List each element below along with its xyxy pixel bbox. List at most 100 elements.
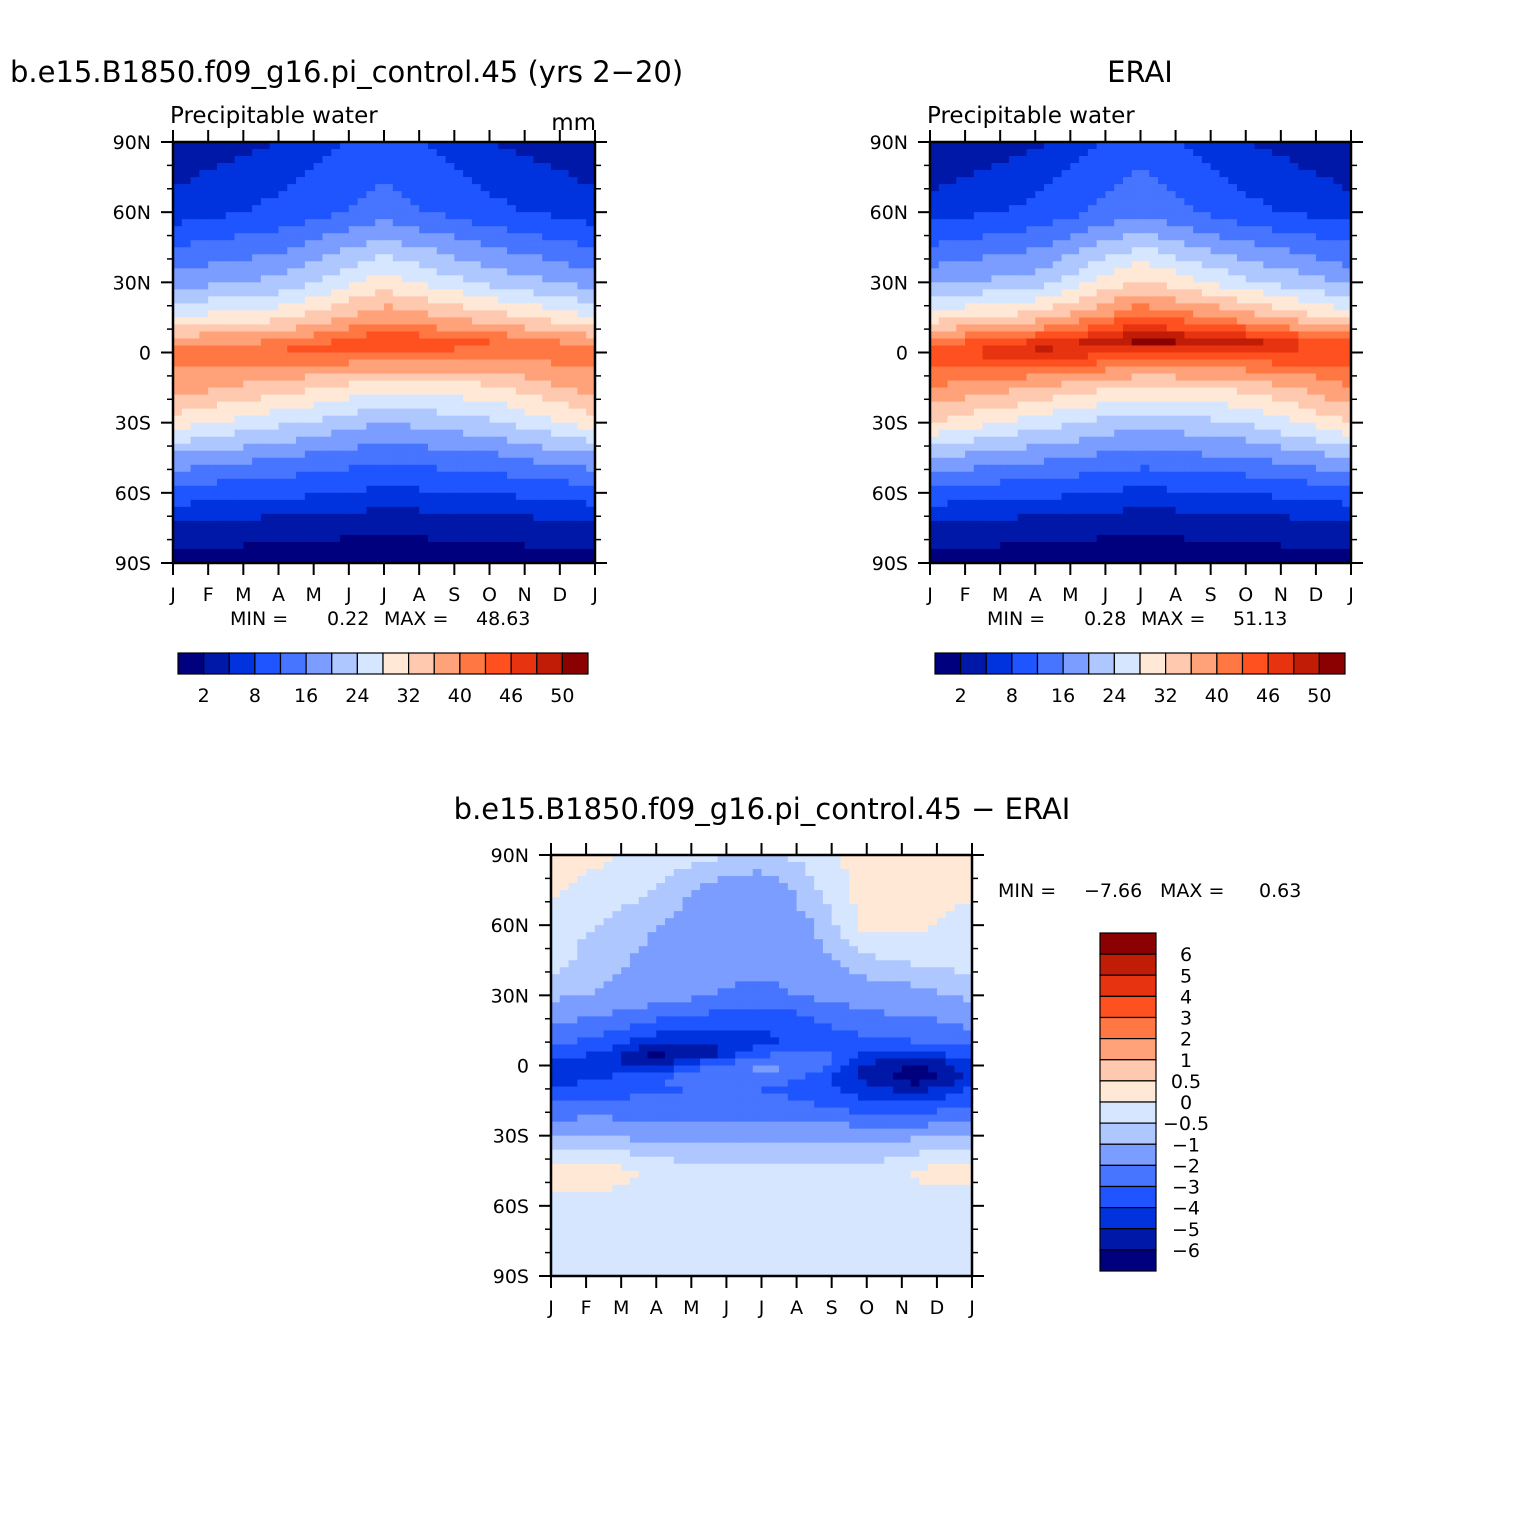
contour-cell <box>471 142 482 150</box>
contour-cell <box>489 387 499 396</box>
contour-cell <box>252 303 262 311</box>
contour-cell <box>340 261 350 269</box>
contour-cell <box>1315 373 1326 382</box>
contour-cell <box>1280 303 1291 311</box>
contour-cell <box>956 282 966 290</box>
contour-cell <box>489 170 499 178</box>
contour-cell <box>181 555 192 564</box>
contour-cell <box>260 310 271 319</box>
contour-cell <box>287 296 297 304</box>
contour-cell <box>366 177 376 185</box>
contour-cell <box>348 415 359 424</box>
contour-cell <box>260 415 271 424</box>
contour-cell <box>507 443 517 452</box>
contour-cell <box>304 394 315 403</box>
colorbar-label: 46 <box>499 685 523 707</box>
contour-cell <box>340 429 350 438</box>
colorbar-swatch <box>433 652 461 675</box>
contour-cell <box>1105 429 1115 438</box>
contour-cell <box>1087 317 1098 326</box>
contour-cell <box>313 408 324 417</box>
contour-cell <box>454 380 464 389</box>
contour-cell <box>498 408 508 417</box>
contour-cell <box>1079 324 1089 333</box>
contour-cell <box>480 520 491 529</box>
contour-cell <box>1087 296 1098 304</box>
contour-cell <box>252 394 262 403</box>
contour-cell <box>480 541 491 550</box>
contour-cell <box>1096 177 1107 185</box>
contour-cell <box>445 548 455 557</box>
contour-cell <box>190 198 200 206</box>
contour-cell <box>1228 177 1238 185</box>
contour-cell <box>1149 338 1159 347</box>
contour-cell <box>427 296 438 304</box>
contour-cell <box>384 184 394 192</box>
contour-cell <box>1236 352 1247 361</box>
contour-cell <box>173 303 183 311</box>
contour-cell <box>577 226 587 234</box>
contour-cell <box>577 219 587 227</box>
contour-cell <box>1263 170 1273 178</box>
contour-cell <box>463 506 473 515</box>
contour-cell <box>1052 296 1063 304</box>
contour-cell <box>956 387 966 396</box>
contour-cell <box>190 499 200 508</box>
contour-cell <box>1017 408 1028 417</box>
contour-cell <box>225 254 236 262</box>
contour-cell <box>1061 219 1071 227</box>
contour-cell <box>568 177 579 185</box>
contour-cell <box>287 548 297 557</box>
contour-cell <box>419 387 429 396</box>
contour-cell <box>173 184 183 192</box>
contour-cell <box>1000 359 1010 368</box>
contour-cell <box>524 261 535 269</box>
contour-cell <box>568 205 579 213</box>
contour-cell <box>1324 387 1335 396</box>
contour-cell <box>1087 268 1098 276</box>
contour-cell <box>384 149 394 157</box>
contour-cell <box>427 331 438 340</box>
contour-cell <box>471 366 482 375</box>
contour-cell <box>296 520 306 529</box>
contour-cell <box>1315 366 1326 375</box>
contour-cell <box>498 247 508 255</box>
contour-cell <box>366 527 376 536</box>
contour-cell <box>454 555 464 564</box>
contour-cell <box>965 366 975 375</box>
contour-cell <box>1131 282 1142 290</box>
contour-cell <box>586 310 596 319</box>
contour-cell <box>480 492 491 501</box>
contour-cell <box>436 548 447 557</box>
contour-cell <box>463 520 473 529</box>
contour-cell <box>216 317 227 326</box>
contour-cell <box>1184 296 1194 304</box>
contour-cell <box>331 387 341 396</box>
contour-cell <box>454 212 464 220</box>
contour-cell <box>515 191 526 199</box>
contour-cell <box>568 429 579 438</box>
contour-cell <box>577 506 587 515</box>
contour-cell <box>454 527 464 536</box>
contour-cell <box>1166 310 1177 319</box>
contour-cell <box>384 296 394 304</box>
contour-cell <box>1184 163 1194 171</box>
contour-cell <box>524 177 535 185</box>
contour-cell <box>498 303 508 311</box>
contour-cell <box>331 191 341 199</box>
contour-cell <box>260 149 271 157</box>
contour-cell <box>357 198 368 206</box>
contour-cell <box>313 142 324 150</box>
contour-cell <box>1070 296 1080 304</box>
contour-cell <box>471 184 482 192</box>
contour-cell <box>357 345 368 354</box>
contour-cell <box>313 254 324 262</box>
contour-cell <box>1035 205 1045 213</box>
contour-cell <box>445 380 455 389</box>
contour-cell <box>331 156 341 164</box>
contour-cell <box>304 373 315 382</box>
contour-cell <box>392 548 403 557</box>
contour-cell <box>1114 401 1124 410</box>
contour-cell <box>1140 219 1150 227</box>
contour-cell <box>208 317 218 326</box>
